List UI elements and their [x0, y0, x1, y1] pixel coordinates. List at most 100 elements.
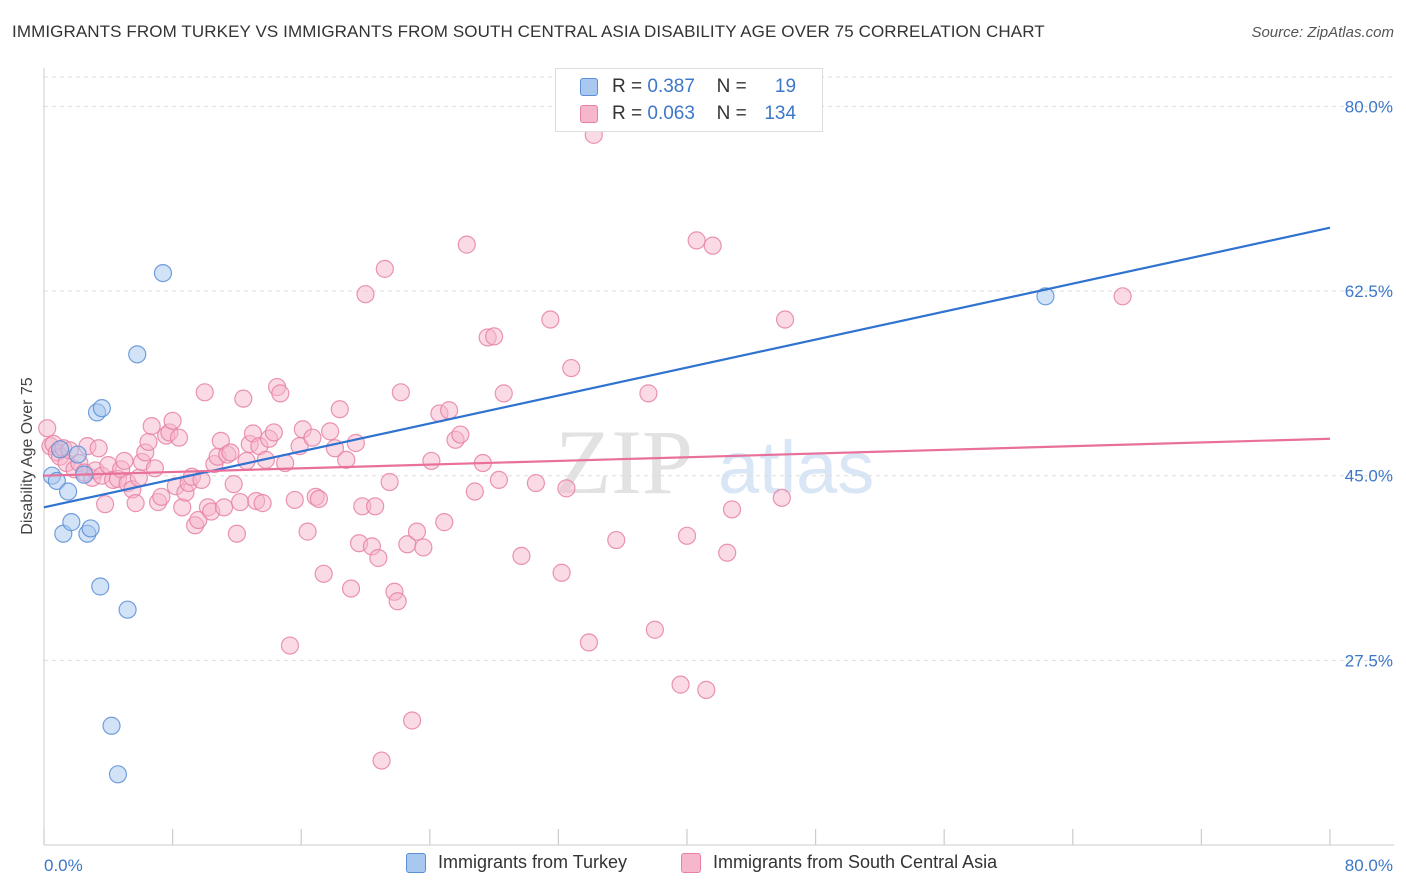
- point-sca: [126, 494, 145, 513]
- point-sca: [526, 473, 545, 493]
- trend-line-sca: [43, 437, 1331, 477]
- series-legend-turkey: Immigrants from Turkey: [406, 852, 627, 873]
- point-sca: [552, 563, 571, 582]
- point-turkey: [59, 482, 78, 501]
- point-sca: [485, 327, 504, 346]
- point-sca: [407, 522, 427, 541]
- point-sca: [366, 497, 385, 516]
- point-sca: [341, 579, 361, 598]
- point-sca: [224, 475, 243, 494]
- point-sca: [380, 472, 399, 492]
- legend-row-sca: R = 0.063 N = 134: [580, 102, 796, 126]
- point-sca: [677, 526, 697, 545]
- series-swatch-turkey: [406, 852, 426, 873]
- point-sca: [330, 400, 349, 419]
- legend-n-label: N =: [716, 103, 747, 124]
- series-legend: Immigrants from Turkey Immigrants from S…: [0, 852, 1406, 876]
- point-sca: [189, 510, 208, 530]
- point-sca: [234, 389, 253, 408]
- point-sca: [346, 433, 365, 453]
- point-sca: [221, 443, 240, 462]
- point-sca: [687, 231, 706, 250]
- x-tick-label: 80.0%: [1345, 856, 1393, 875]
- point-sca: [512, 546, 531, 565]
- point-turkey: [118, 600, 137, 619]
- point-sca: [697, 680, 716, 699]
- legend-row-turkey: R = 0.387 N = 19: [580, 75, 796, 99]
- legend-swatch-turkey: [580, 78, 598, 96]
- point-turkey: [50, 440, 70, 459]
- point-sca: [231, 492, 250, 512]
- point-sca: [372, 751, 391, 770]
- point-turkey: [91, 577, 110, 596]
- point-sca: [579, 633, 599, 652]
- legend-n-value-turkey: 19: [774, 76, 797, 97]
- source-label: Source: ZipAtlas.com: [1251, 24, 1394, 41]
- series-legend-sca: Immigrants from South Central Asia: [681, 852, 997, 873]
- point-turkey: [81, 519, 100, 538]
- legend-r-label: R =: [612, 103, 643, 124]
- point-sca: [671, 675, 690, 694]
- point-sca: [541, 310, 560, 329]
- point-sca: [722, 500, 742, 519]
- legend-r-label: R =: [612, 76, 643, 97]
- y-tick-label: 45.0%: [1345, 467, 1393, 486]
- point-sca: [1113, 287, 1132, 306]
- point-sca: [95, 495, 115, 514]
- point-sca: [391, 383, 410, 402]
- point-turkey: [102, 716, 121, 735]
- point-sca: [607, 530, 626, 550]
- point-sca: [388, 592, 407, 611]
- point-sca: [422, 451, 441, 471]
- point-sca: [775, 310, 795, 329]
- point-sca: [337, 450, 356, 469]
- point-sca: [38, 419, 57, 438]
- stats-legend: R = 0.387 N = 19 R = 0.063 N = 134: [555, 68, 823, 132]
- point-turkey: [128, 345, 147, 364]
- point-sca: [253, 494, 272, 513]
- point-sca: [152, 487, 171, 506]
- point-sca: [115, 451, 134, 471]
- point-sca: [173, 498, 192, 517]
- point-sca: [465, 482, 484, 501]
- legend-n-value-sca: 134: [764, 103, 797, 124]
- y-tick-label: 27.5%: [1345, 651, 1393, 670]
- point-turkey: [1036, 287, 1055, 306]
- point-sca: [645, 620, 664, 639]
- point-sca: [489, 470, 509, 490]
- point-sca: [557, 479, 576, 498]
- legend-n-label: N =: [716, 76, 747, 97]
- point-sca: [403, 711, 422, 730]
- point-sca: [309, 489, 328, 509]
- point-sca: [494, 384, 513, 403]
- point-sca: [142, 416, 161, 436]
- point-sca: [139, 432, 158, 452]
- series-swatch-sca: [681, 852, 701, 873]
- point-sca: [703, 236, 722, 255]
- point-sca: [264, 423, 283, 442]
- point-sca: [314, 564, 333, 583]
- point-sca: [451, 425, 470, 444]
- point-sca: [321, 422, 340, 441]
- watermark-atlas: atlas: [718, 426, 874, 509]
- watermark-zip: ZIP: [555, 411, 693, 513]
- point-sca: [639, 384, 658, 403]
- point-sca: [435, 513, 454, 532]
- point-sca: [169, 428, 189, 447]
- series-label-turkey: Immigrants from Turkey: [438, 852, 628, 872]
- point-sca: [356, 285, 375, 304]
- point-sca: [772, 488, 791, 507]
- point-turkey: [92, 399, 111, 418]
- point-sca: [718, 543, 737, 562]
- point-sca: [195, 383, 214, 402]
- point-sca: [280, 636, 300, 655]
- point-sca: [227, 524, 246, 543]
- point-sca: [457, 235, 476, 254]
- point-sca: [89, 439, 108, 458]
- point-sca: [298, 522, 317, 541]
- point-turkey: [62, 513, 81, 532]
- x-tick-label: 0.0%: [44, 856, 83, 875]
- point-sca: [369, 548, 388, 568]
- point-sca: [375, 259, 394, 278]
